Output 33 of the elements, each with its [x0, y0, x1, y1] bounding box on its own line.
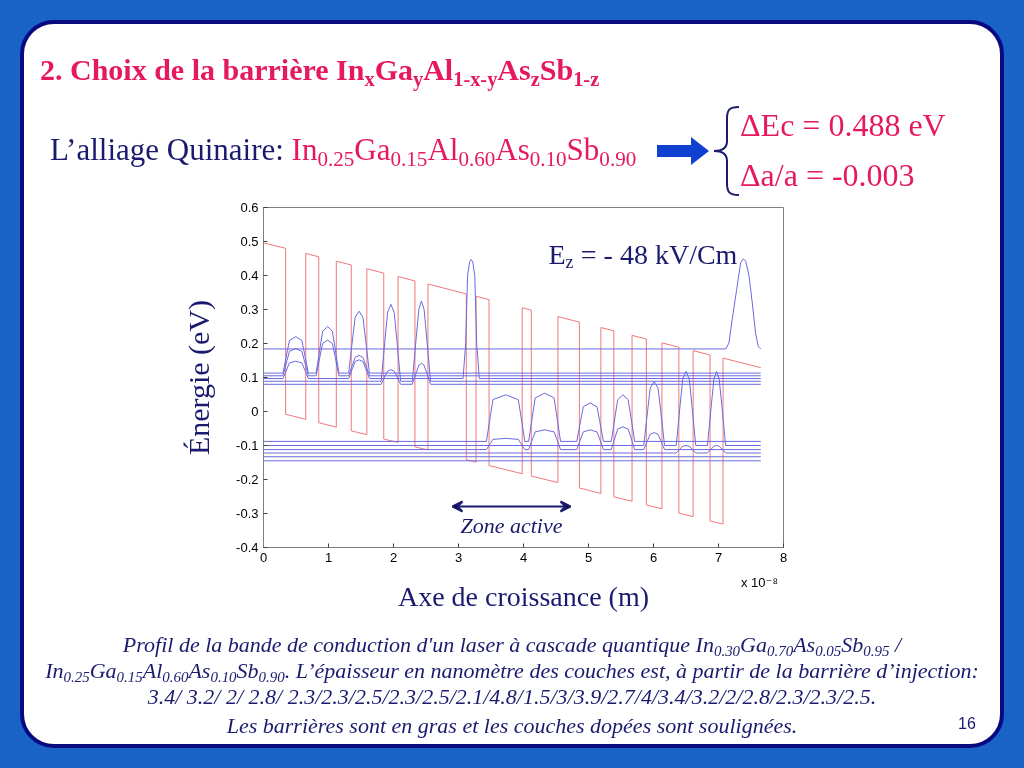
y-tick-label: 0.5: [240, 234, 259, 249]
y-tick-label: 0.4: [240, 268, 259, 283]
x-tick-label: 5: [584, 549, 593, 565]
text: ΔEc = 0.488 eV: [740, 106, 947, 144]
y-tick-label: -0.3: [236, 506, 259, 521]
x-tick-label: 6: [649, 549, 658, 565]
text: x 10⁻⁸: [741, 574, 779, 592]
text: 16: [958, 714, 977, 734]
y-tick-label: 0.2: [240, 336, 259, 351]
y-tick-label: -0.2: [236, 472, 259, 487]
text: Les barrières sont en gras et les couches dopées sont soulignées.: [225, 713, 799, 739]
x-tick-label: 2: [389, 549, 398, 565]
annotation: Zone active: [460, 512, 563, 538]
text: L’alliage Quinaire:: [50, 132, 284, 167]
x-tick-label: 1: [324, 549, 333, 565]
y-axis-title: Énergie (eV): [182, 299, 217, 456]
x-axis-title: Axe de croissance (m): [397, 580, 650, 612]
x-tick-label: 8: [779, 549, 788, 565]
text: 3.4/ 3.2/ 2/ 2.8/ 2.3/2.3/2.5/2.3/2.5/2.1/4.8/1.5/3/3.9/2.7/4/3.4/3.2/2/2.8/2.3/2.3/2.5.: [146, 684, 878, 710]
text: Δa/a = -0.003: [740, 156, 916, 194]
x-tick-label: 3: [454, 549, 463, 565]
chart-title: 2. Choix de la barrière In$_{x}$Ga$_{y}$Al$_{1-x-y}$As$_{z}$Sb$_{1-z}$: [40, 53, 600, 91]
y-tick-label: 0.3: [240, 302, 259, 317]
y-tick-label: 0.1: [240, 370, 259, 385]
y-tick-label: -0.4: [236, 540, 259, 555]
y-tick-label: 0: [251, 404, 259, 419]
text: Profil de la bande de conduction d'un laser à cascade quantique In$_{0.30}$Ga$_{0.70}$As$_{0.05}$Sb$_{0.95}$ /: [122, 632, 902, 660]
y-tick-label: -0.1: [236, 438, 259, 453]
x-tick-label: 7: [714, 549, 723, 565]
text: In$_{0.25}$Ga$_{0.15}$Al$_{0.60}$As$_{0.10}$Sb$_{0.90}$. L’épaisseur en nanomètre des couches est, à partir de la barrière d’injection:: [45, 658, 979, 686]
text: In$_{0.25}$Ga$_{0.15}$Al$_{0.60}$As$_{0.10}$Sb$_{0.90}$: [291, 132, 637, 172]
y-tick-label: 0.6: [240, 200, 259, 215]
x-tick-label: 4: [519, 549, 528, 565]
